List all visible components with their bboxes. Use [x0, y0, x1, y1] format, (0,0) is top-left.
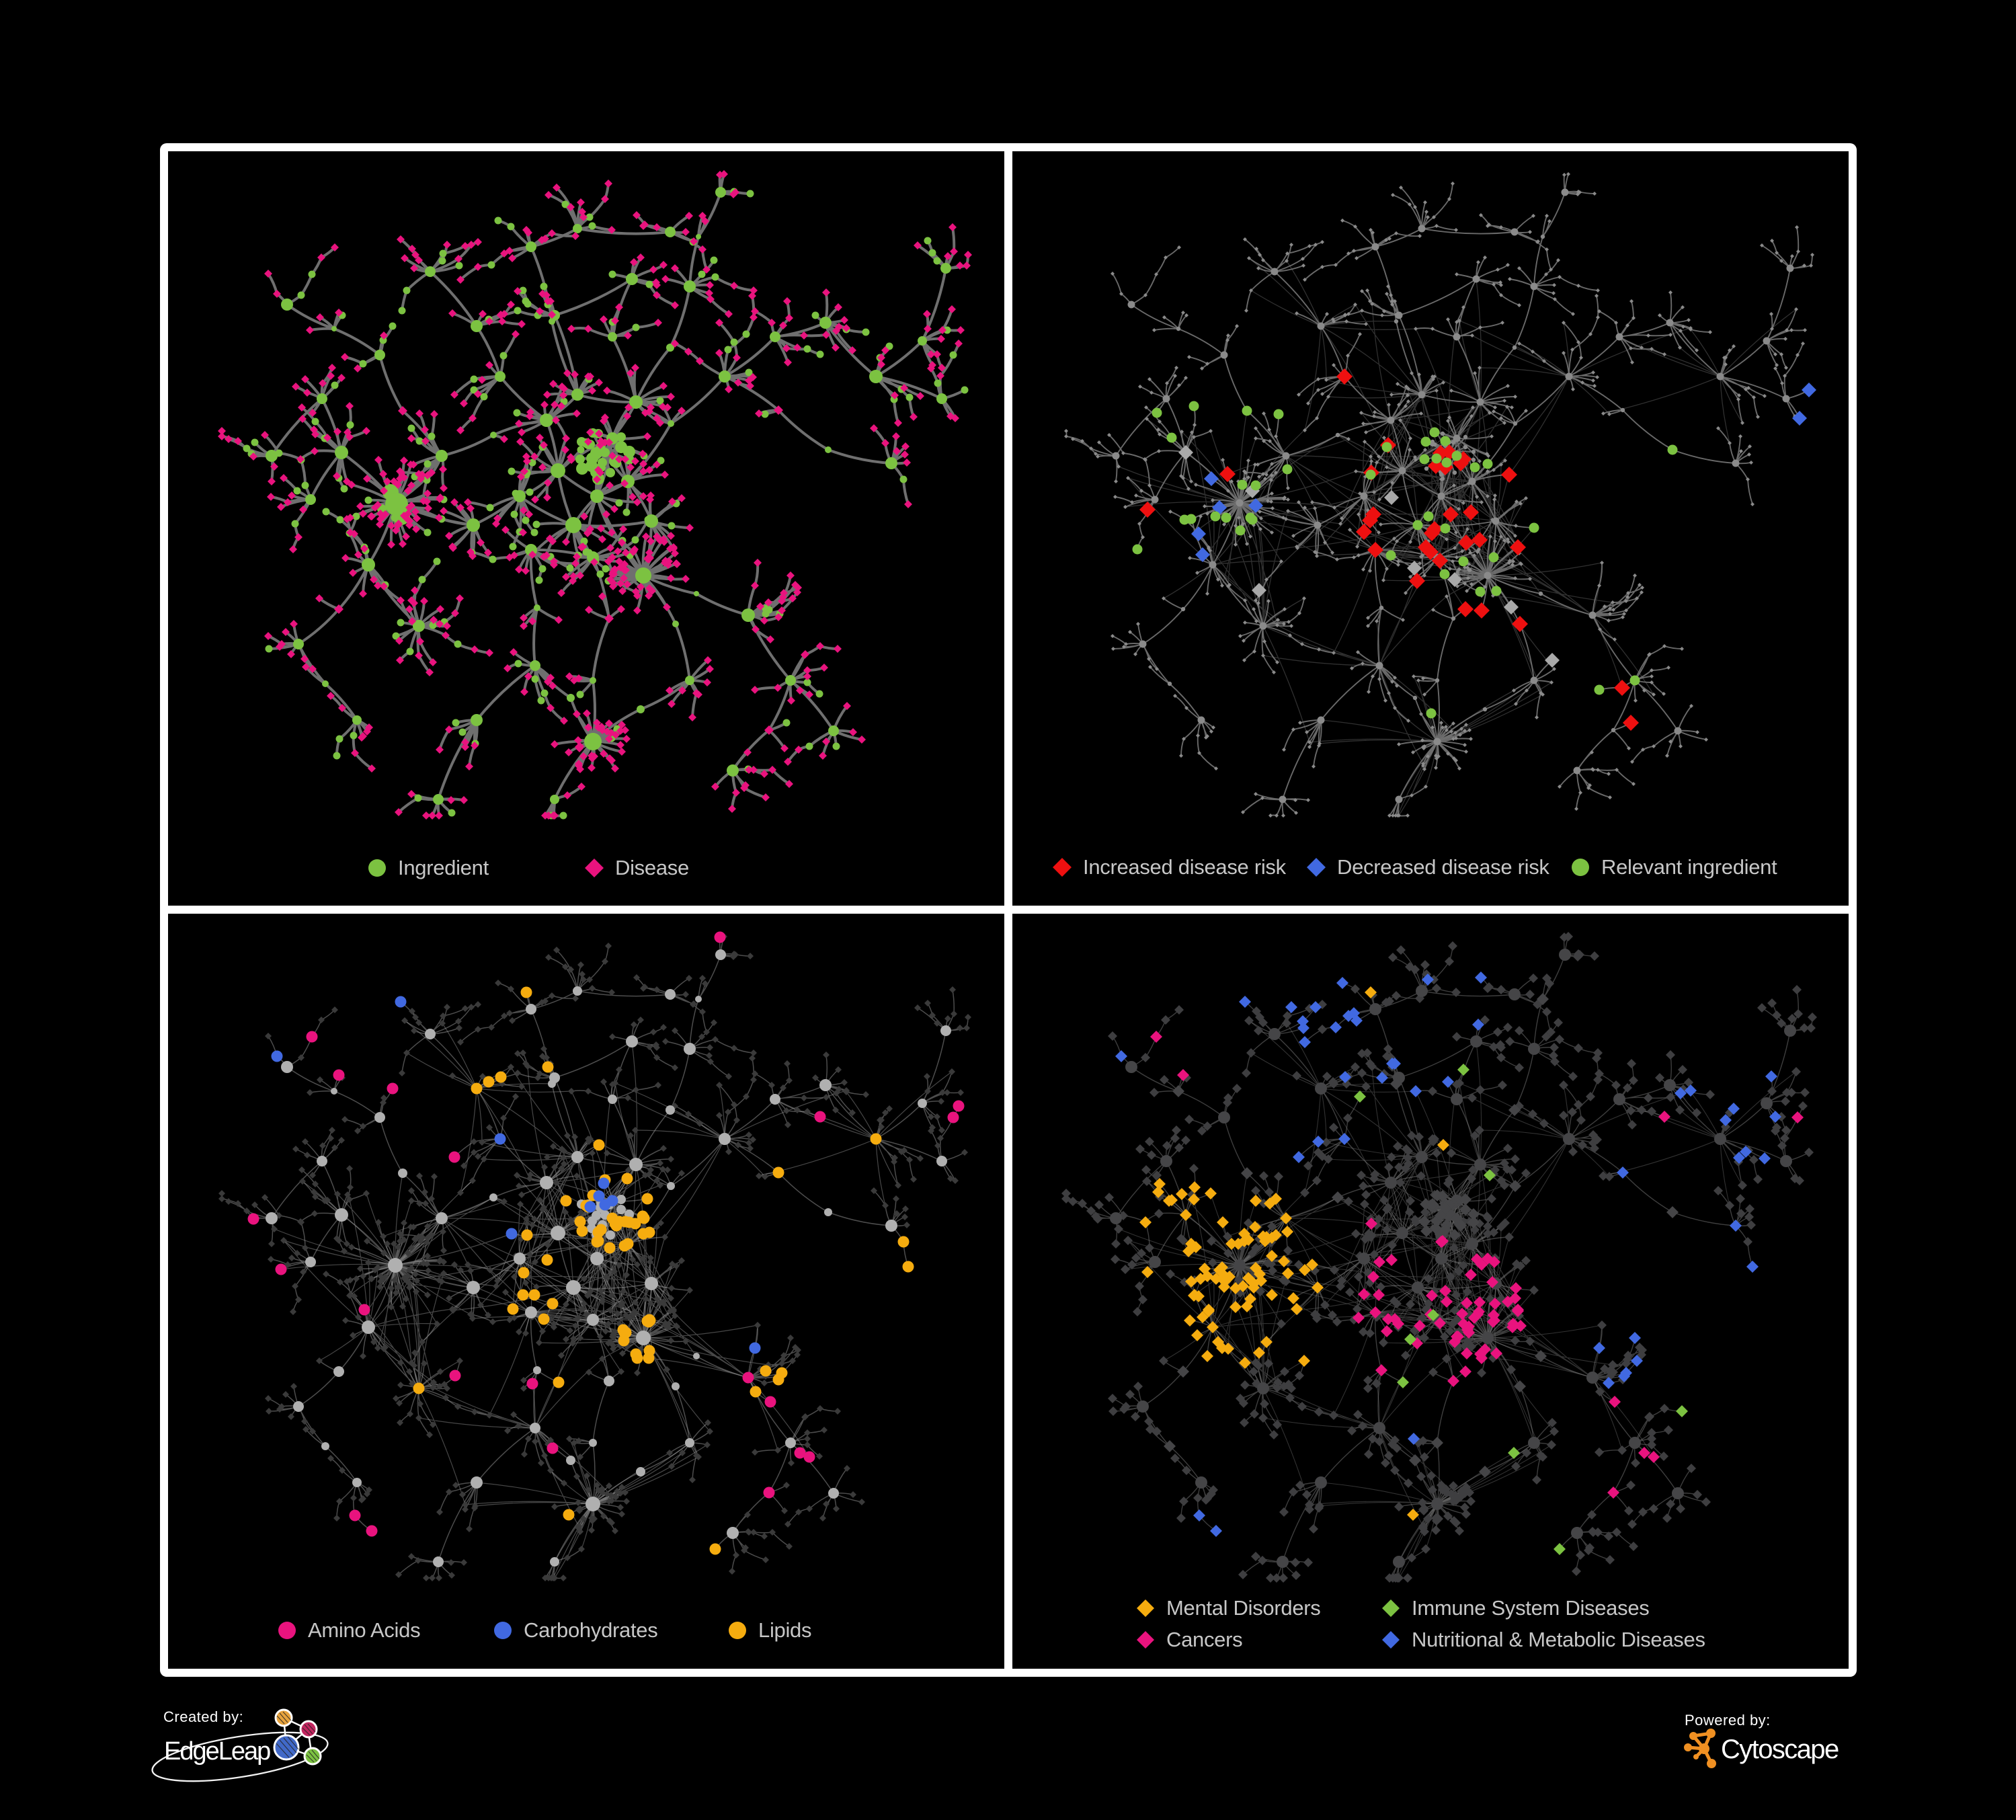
svg-text:EdgeLeap: EdgeLeap — [164, 1737, 270, 1766]
svg-text:Cytoscape: Cytoscape — [1721, 1735, 1839, 1764]
